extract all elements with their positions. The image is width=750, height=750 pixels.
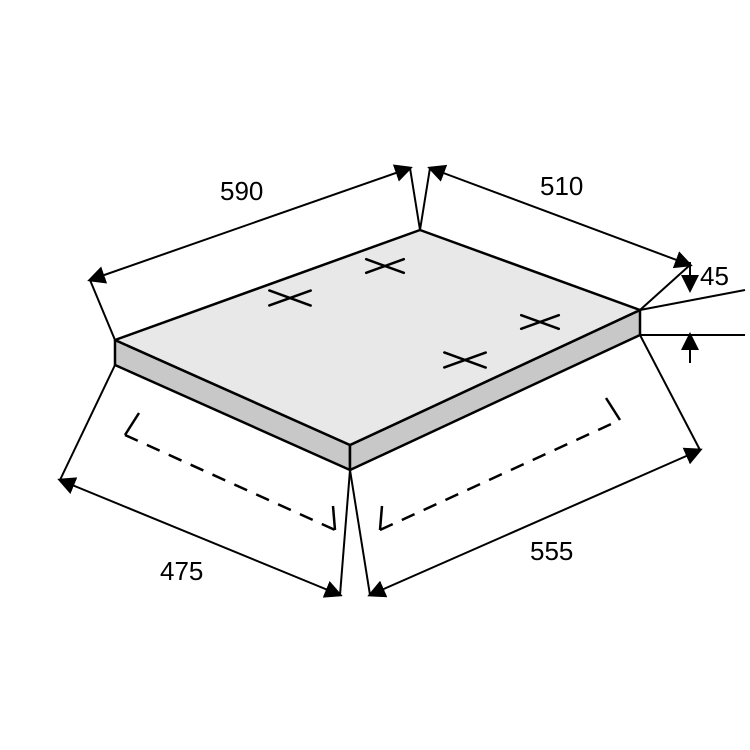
label-cutout-depth: 475	[160, 556, 203, 586]
witness-line	[410, 168, 420, 230]
label-height: 45	[700, 261, 729, 291]
dim-line-cutout-width	[370, 450, 700, 595]
label-width-top: 590	[220, 176, 263, 206]
cutout-hook	[380, 506, 382, 530]
witness-line	[350, 470, 370, 595]
witness-line	[640, 265, 690, 310]
witness-line	[640, 290, 745, 310]
witness-line	[340, 470, 350, 595]
cutout-hook	[606, 398, 620, 420]
witness-line	[60, 365, 115, 480]
label-depth-top: 510	[540, 171, 583, 201]
label-cutout-width: 555	[530, 536, 573, 566]
witness-line	[420, 168, 430, 230]
cutout-hook	[333, 506, 335, 530]
technical-drawing: 590 510 45 475 555	[0, 0, 750, 750]
witness-line	[90, 280, 115, 340]
cutout-hook	[125, 413, 139, 435]
